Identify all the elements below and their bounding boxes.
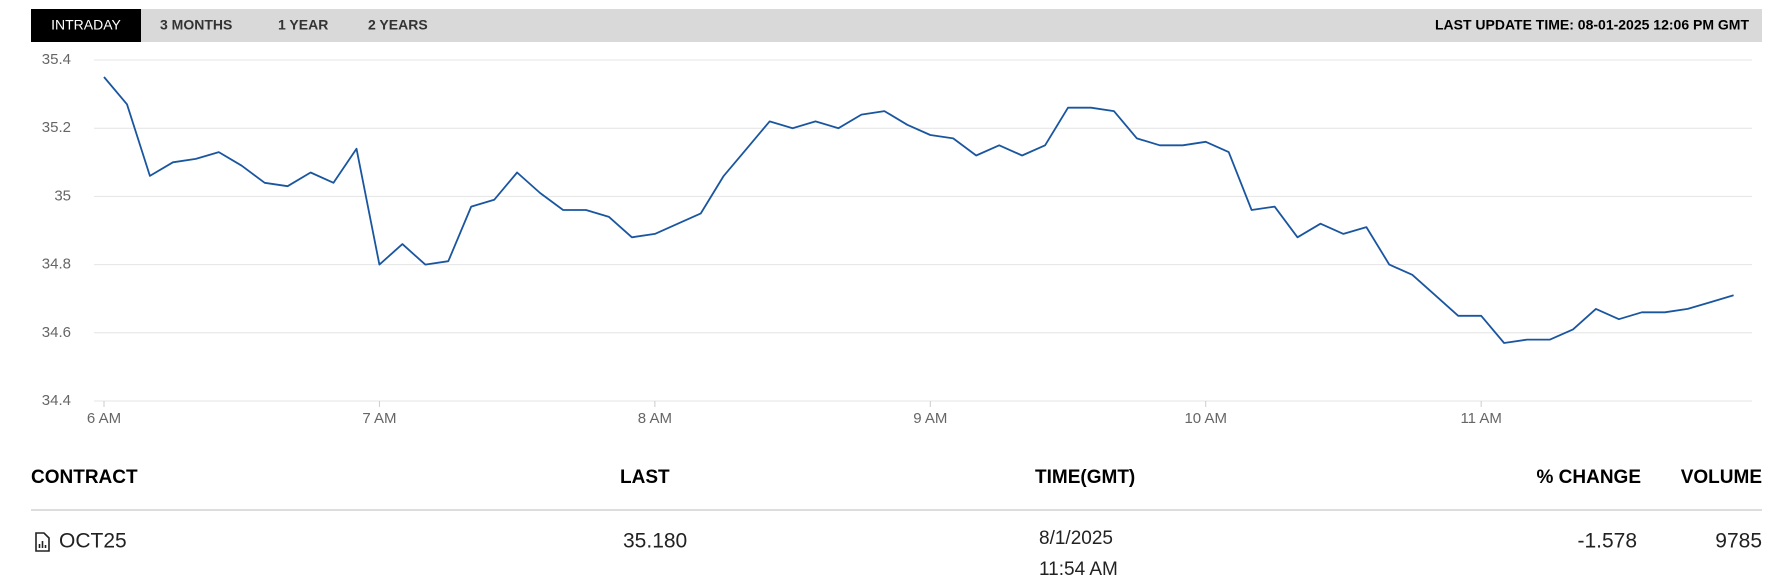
x-tick-label: 11 AM xyxy=(1460,410,1501,427)
x-tick-label: 6 AM xyxy=(87,410,121,427)
date: 8/1/2025 xyxy=(1039,528,1113,549)
last-update: LAST UPDATE TIME: 08-01-2025 12:06 PM GM… xyxy=(1435,17,1749,33)
tab[interactable]: 2 YEARS xyxy=(368,17,428,33)
y-tick-label: 34.4 xyxy=(42,392,71,409)
col-header[interactable]: % CHANGE xyxy=(1536,467,1641,488)
x-tick-label: 7 AM xyxy=(362,410,396,427)
doc-icon xyxy=(35,532,50,552)
x-tick-label: 8 AM xyxy=(638,410,672,427)
time: 11:54 AM xyxy=(1039,559,1118,580)
active-tab-bg xyxy=(31,9,141,42)
y-tick-label: 35.2 xyxy=(42,119,71,136)
x-tick-label: 9 AM xyxy=(913,410,947,427)
y-tick-label: 34.6 xyxy=(42,324,71,341)
last-price: 35.180 xyxy=(623,530,687,553)
tab-bar xyxy=(31,9,1762,42)
tab[interactable]: 1 YEAR xyxy=(278,17,328,33)
col-header[interactable]: LAST xyxy=(620,467,670,488)
col-header[interactable]: CONTRACT xyxy=(31,467,138,488)
price-line xyxy=(103,76,1734,344)
col-header[interactable]: VOLUME xyxy=(1681,467,1762,488)
volume: 9785 xyxy=(1715,530,1762,553)
tab[interactable]: 3 MONTHS xyxy=(160,17,232,33)
y-tick-label: 35 xyxy=(54,187,71,204)
percent-change: -1.578 xyxy=(1577,530,1637,553)
y-tick-label: 35.4 xyxy=(42,51,71,68)
contract[interactable]: OCT25 xyxy=(59,530,127,553)
col-header[interactable]: TIME(GMT) xyxy=(1035,467,1135,488)
x-tick-label: 10 AM xyxy=(1184,410,1227,427)
y-tick-label: 34.8 xyxy=(42,256,71,273)
tab[interactable]: INTRADAY xyxy=(51,17,121,33)
